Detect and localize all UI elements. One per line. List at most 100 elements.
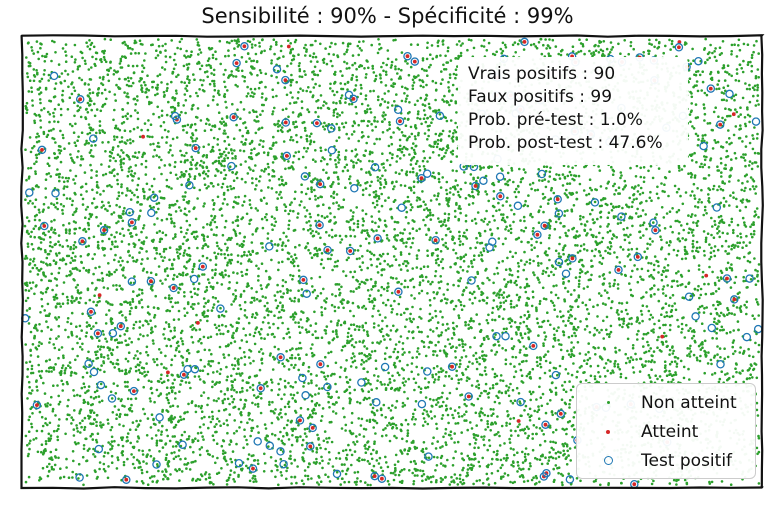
data-point-non-atteint xyxy=(549,375,552,378)
data-point-non-atteint xyxy=(674,373,678,376)
data-point-non-atteint xyxy=(96,245,100,249)
data-point-non-atteint xyxy=(293,253,297,256)
data-point-non-atteint xyxy=(81,203,85,206)
data-point-non-atteint xyxy=(311,55,315,59)
data-point-non-atteint xyxy=(184,99,188,102)
data-point-non-atteint xyxy=(219,390,223,393)
data-point-non-atteint xyxy=(493,219,496,222)
data-point-non-atteint xyxy=(304,192,308,196)
data-point-non-atteint xyxy=(194,217,198,221)
data-point-non-atteint xyxy=(305,209,309,212)
data-point-non-atteint xyxy=(575,197,578,201)
data-point-non-atteint xyxy=(77,135,80,139)
data-point-non-atteint xyxy=(713,50,716,53)
data-point-non-atteint xyxy=(150,386,153,390)
data-point-non-atteint xyxy=(240,372,244,375)
data-point-non-atteint xyxy=(285,423,289,427)
data-point-non-atteint xyxy=(427,134,430,138)
data-point-non-atteint xyxy=(353,471,357,474)
data-point-non-atteint xyxy=(370,457,374,461)
data-point-non-atteint xyxy=(121,259,124,263)
data-point-non-atteint xyxy=(562,319,565,323)
data-point-non-atteint xyxy=(524,347,528,350)
data-point-non-atteint xyxy=(267,165,270,169)
data-point-non-atteint xyxy=(326,162,329,166)
data-point-non-atteint xyxy=(587,342,590,345)
data-point-non-atteint xyxy=(490,462,493,466)
data-point-non-atteint xyxy=(522,320,526,324)
data-point-non-atteint xyxy=(751,134,754,137)
data-point-non-atteint xyxy=(708,482,712,485)
data-point-non-atteint xyxy=(485,301,489,305)
data-point-non-atteint xyxy=(162,333,165,336)
data-point-non-atteint xyxy=(197,53,200,56)
data-point-non-atteint xyxy=(65,274,68,278)
data-point-non-atteint xyxy=(259,175,262,178)
data-point-non-atteint xyxy=(567,310,570,313)
data-point-non-atteint xyxy=(685,222,689,226)
data-point-non-atteint xyxy=(665,340,668,343)
data-point-non-atteint xyxy=(587,312,591,316)
data-point-non-atteint xyxy=(512,212,516,216)
data-point-non-atteint xyxy=(145,350,148,354)
data-point-non-atteint xyxy=(699,354,702,358)
data-point-non-atteint xyxy=(206,372,210,376)
data-point-non-atteint xyxy=(511,460,515,463)
data-point-non-atteint xyxy=(626,205,629,208)
data-point-non-atteint xyxy=(553,333,556,337)
data-point-non-atteint xyxy=(619,372,623,376)
data-point-non-atteint xyxy=(670,360,674,364)
data-point-non-atteint xyxy=(202,205,205,208)
data-point-non-atteint xyxy=(145,87,149,91)
data-point-non-atteint xyxy=(56,168,59,171)
data-point-non-atteint xyxy=(524,290,528,294)
data-point-non-atteint xyxy=(223,164,226,168)
data-point-non-atteint xyxy=(34,172,37,176)
data-point-non-atteint xyxy=(299,87,302,90)
data-point-non-atteint xyxy=(744,124,748,128)
data-point-non-atteint xyxy=(386,286,389,289)
data-point-non-atteint xyxy=(362,367,365,371)
data-point-non-atteint xyxy=(495,458,498,461)
data-point-non-atteint xyxy=(146,417,150,420)
data-point-non-atteint xyxy=(206,75,209,79)
data-point-non-atteint xyxy=(196,107,200,110)
data-point-non-atteint xyxy=(328,458,332,461)
data-point-non-atteint xyxy=(386,49,390,52)
data-point-non-atteint xyxy=(314,412,318,415)
data-point-non-atteint xyxy=(496,227,500,230)
data-point-non-atteint xyxy=(378,262,382,266)
data-point-non-atteint xyxy=(233,47,236,50)
data-point-non-atteint xyxy=(203,70,207,74)
data-point-non-atteint xyxy=(224,100,227,104)
data-point-non-atteint xyxy=(619,176,622,180)
data-point-non-atteint xyxy=(514,51,517,54)
data-point-non-atteint xyxy=(382,61,385,65)
data-point-non-atteint xyxy=(48,358,51,362)
data-point-non-atteint xyxy=(74,358,77,362)
data-point-non-atteint xyxy=(642,180,646,184)
data-point-non-atteint xyxy=(372,412,376,415)
data-point-non-atteint xyxy=(107,346,110,350)
data-point-non-atteint xyxy=(505,453,509,457)
data-point-non-atteint xyxy=(351,275,355,279)
data-point-non-atteint xyxy=(150,413,154,417)
data-point-non-atteint xyxy=(38,92,41,96)
data-point-non-atteint xyxy=(166,434,169,438)
data-point-non-atteint xyxy=(250,454,254,458)
data-point-non-atteint xyxy=(574,317,577,321)
data-point-non-atteint xyxy=(322,287,325,291)
data-point-non-atteint xyxy=(383,117,387,121)
data-point-non-atteint xyxy=(359,160,362,163)
data-point-non-atteint xyxy=(509,382,512,386)
data-point-non-atteint xyxy=(312,70,315,73)
data-point-non-atteint xyxy=(643,250,646,254)
data-point-non-atteint xyxy=(226,203,229,206)
data-point-non-atteint xyxy=(167,337,170,341)
data-point-non-atteint xyxy=(260,362,264,365)
data-point-non-atteint xyxy=(168,309,172,313)
data-point-non-atteint xyxy=(250,429,253,433)
data-point-non-atteint xyxy=(72,434,76,437)
data-point-non-atteint xyxy=(239,411,243,414)
data-point-non-atteint xyxy=(137,337,140,341)
